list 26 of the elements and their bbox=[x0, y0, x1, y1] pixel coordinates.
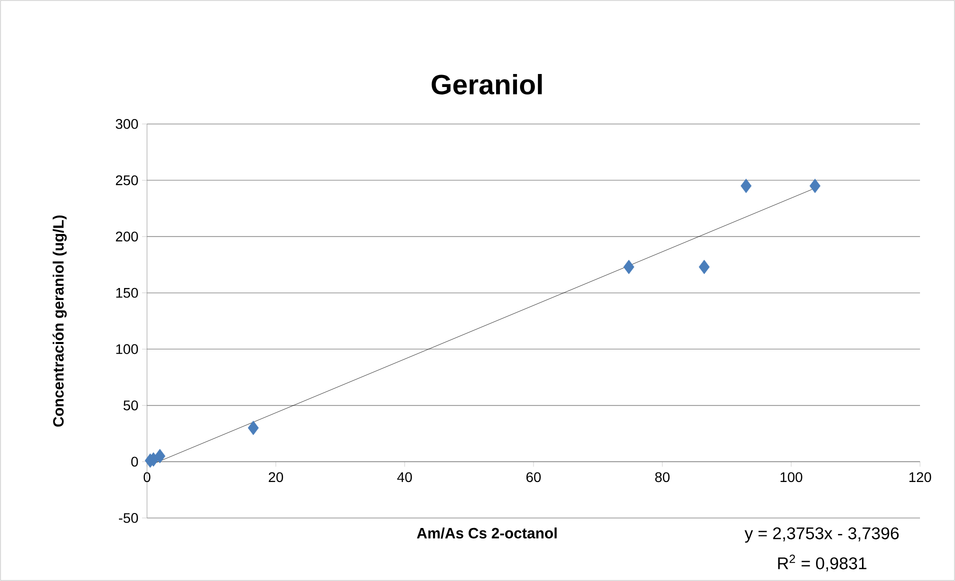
y-tick-label: 0 bbox=[131, 456, 138, 467]
x-tick-label: 20 bbox=[268, 472, 284, 482]
y-tick-label: 50 bbox=[124, 400, 138, 410]
x-tick-label: 120 bbox=[909, 472, 932, 482]
y-tick-label: -50 bbox=[118, 513, 138, 523]
x-tick-label: 40 bbox=[397, 472, 412, 482]
point bbox=[740, 178, 752, 194]
y-tick-label: 250 bbox=[116, 175, 138, 186]
chart-title: Geraniol bbox=[432, 74, 542, 94]
text: y = 2,3753x - 3,7396 bbox=[744, 527, 899, 543]
x-tick-label: 80 bbox=[655, 472, 670, 482]
y-axis-title: Concentración geraniol (ug/L) bbox=[52, 215, 67, 427]
y-tick-label: 150 bbox=[116, 288, 138, 298]
x-tick-label: 60 bbox=[526, 472, 541, 482]
point bbox=[623, 260, 634, 274]
y-tick-label: 200 bbox=[116, 232, 138, 242]
y-tick-label: 100 bbox=[116, 344, 138, 354]
x-axis-title: Am/As Cs 2-octanol bbox=[416, 528, 557, 539]
point bbox=[154, 448, 166, 464]
point bbox=[810, 178, 820, 194]
point bbox=[698, 260, 710, 274]
x-tick-label: 0 bbox=[144, 472, 150, 482]
point bbox=[248, 420, 259, 436]
y-tick-label: 300 bbox=[116, 119, 138, 129]
text: R$^{2}$ = 0,9831 bbox=[778, 554, 866, 572]
x-tick-label: 100 bbox=[780, 472, 802, 482]
